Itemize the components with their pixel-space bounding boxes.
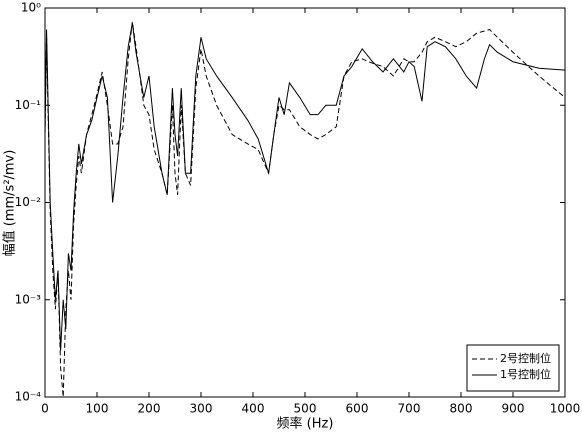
x-tick-label: 800	[450, 402, 473, 416]
x-tick-label: 0	[41, 402, 49, 416]
legend-label: 2号控制位	[500, 351, 551, 365]
x-tick-label: 500	[294, 402, 317, 416]
x-tick-label: 100	[86, 402, 109, 416]
x-tick-label: 300	[190, 402, 213, 416]
y-tick-label: 10⁻¹	[15, 98, 42, 112]
legend-box	[466, 344, 560, 392]
y-tick-label: 10⁻²	[15, 195, 42, 209]
x-tick-label: 200	[138, 402, 161, 416]
x-axis-label: 频率 (Hz)	[277, 416, 334, 432]
y-tick-label: 10⁰	[21, 1, 41, 15]
series-line	[44, 21, 566, 398]
x-tick-label: 700	[398, 402, 421, 416]
y-tick-label: 10⁻⁴	[15, 390, 42, 404]
x-tick-label: 600	[346, 402, 369, 416]
x-tick-label: 900	[502, 402, 525, 416]
series-line	[44, 22, 566, 351]
x-tick-label: 400	[242, 402, 265, 416]
x-tick-label: 1000	[550, 402, 581, 416]
plot-frame	[44, 7, 566, 398]
y-tick-label: 10⁻³	[15, 292, 42, 306]
y-axis-label: 幅值 (mm/s²/mv)	[2, 150, 18, 257]
legend-label: 1号控制位	[500, 367, 551, 381]
